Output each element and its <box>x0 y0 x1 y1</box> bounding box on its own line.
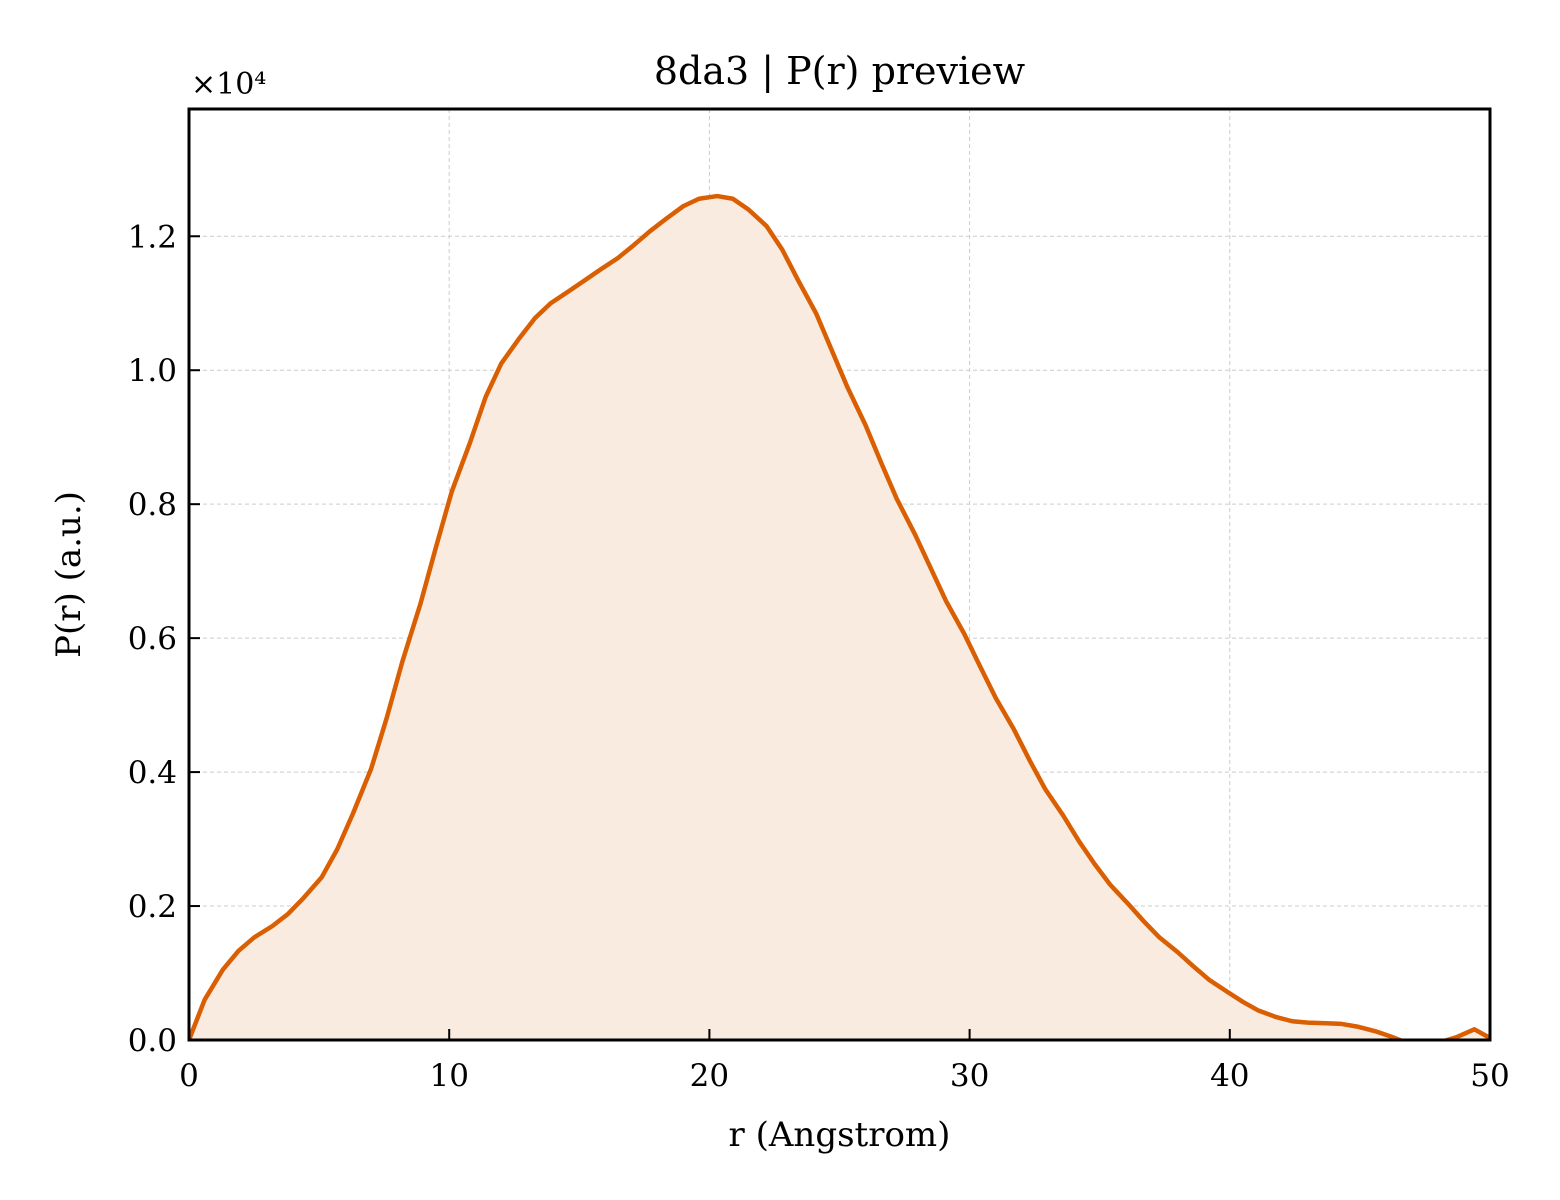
pr-area-fill <box>189 196 1490 1040</box>
x-tick-label: 10 <box>429 1058 468 1094</box>
y-tick-label: 1.2 <box>128 219 177 255</box>
x-tick-label: 0 <box>179 1058 199 1094</box>
y-tick-label: 0.6 <box>128 621 177 657</box>
y-axis-label: P(r) (a.u.) <box>49 491 89 658</box>
x-tick-label: 30 <box>950 1058 989 1094</box>
y-tick-label: 0.8 <box>128 487 177 523</box>
x-tick-label: 50 <box>1470 1058 1509 1094</box>
pr-series-line <box>189 193 1490 1040</box>
y-tick-label: 1.0 <box>128 353 177 389</box>
x-tick-label: 40 <box>1210 1058 1249 1094</box>
y-axis-ticks: 0.0 0.2 0.4 0.6 0.8 1.0 1.2 <box>128 219 200 1059</box>
x-tick-label: 20 <box>690 1058 729 1094</box>
x-axis-ticks: 0 10 20 30 40 50 <box>179 1029 1510 1094</box>
x-axis-label: r (Angstrom) <box>729 1115 951 1155</box>
y-tick-label: 0.0 <box>128 1023 177 1059</box>
plot-frame <box>187 107 1492 1042</box>
chart-title: 8da3 | P(r) preview <box>654 49 1026 93</box>
y-axis-multiplier: ×10⁴ <box>191 67 266 102</box>
y-tick-label: 0.2 <box>128 889 177 925</box>
y-tick-label: 0.4 <box>128 755 177 791</box>
